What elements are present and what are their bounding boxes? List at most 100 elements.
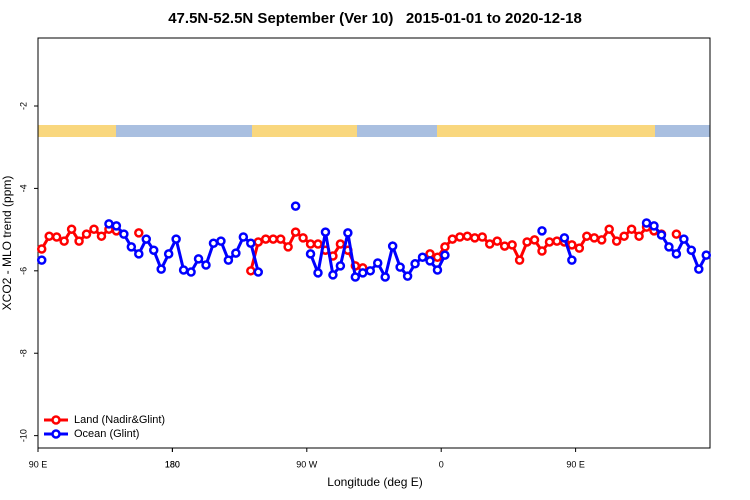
point	[350, 272, 361, 282]
legend-marker	[51, 415, 61, 425]
x-tick-label: 0	[439, 459, 444, 469]
point	[626, 224, 637, 234]
y-tick-label: -4	[18, 184, 28, 192]
point	[104, 219, 114, 229]
x-tick-label: 180	[165, 459, 180, 469]
point	[664, 242, 674, 252]
point	[66, 224, 77, 234]
point	[193, 254, 204, 264]
point	[298, 233, 308, 243]
point	[89, 224, 99, 234]
point	[649, 221, 659, 231]
point	[492, 236, 502, 246]
point	[365, 266, 376, 276]
point	[126, 242, 137, 252]
point	[634, 231, 644, 241]
point	[529, 235, 540, 245]
y-tick-label: -8	[18, 349, 28, 357]
point	[134, 228, 144, 238]
y-tick-label: -2	[18, 102, 28, 110]
point	[51, 232, 62, 242]
point	[156, 264, 166, 274]
point	[701, 250, 712, 260]
point	[201, 260, 211, 270]
point	[335, 261, 346, 271]
point	[582, 231, 592, 241]
point	[537, 226, 547, 236]
y-tick-label: -10	[18, 429, 28, 442]
point	[604, 224, 614, 234]
point	[537, 246, 547, 256]
point	[148, 245, 159, 255]
point	[231, 248, 241, 258]
point	[186, 267, 196, 277]
point	[507, 240, 517, 250]
point	[619, 231, 629, 241]
point	[477, 232, 488, 242]
point	[134, 249, 144, 259]
point	[596, 235, 607, 245]
point	[163, 249, 174, 259]
x-tick-label: 90 W	[296, 459, 318, 469]
point	[671, 249, 682, 259]
point	[36, 255, 47, 265]
point	[253, 237, 264, 247]
point	[694, 264, 704, 274]
point	[275, 234, 286, 244]
x-tick-label: 180	[165, 459, 180, 469]
point	[59, 236, 69, 246]
point	[679, 234, 689, 244]
point	[44, 231, 54, 241]
land-mask	[38, 125, 710, 137]
point	[671, 229, 682, 239]
chart-title: 47.5N-52.5N September (Ver 10) 2015-01-0…	[168, 10, 582, 27]
point	[208, 238, 219, 248]
point	[141, 234, 152, 244]
point	[343, 228, 353, 238]
point	[432, 252, 443, 262]
point	[462, 231, 473, 241]
point	[395, 262, 405, 272]
x-axis-label: Longitude (deg E)	[327, 475, 422, 489]
point	[611, 236, 622, 246]
point	[358, 268, 368, 278]
point	[313, 239, 323, 249]
point	[216, 236, 226, 246]
point	[470, 233, 480, 243]
legend-marker	[51, 429, 61, 439]
point	[305, 239, 316, 249]
point	[290, 201, 301, 211]
point	[440, 250, 450, 260]
point	[686, 245, 697, 255]
point	[283, 242, 293, 252]
point	[432, 265, 443, 275]
point	[313, 268, 323, 278]
point	[589, 233, 600, 243]
point	[81, 229, 92, 239]
point	[552, 236, 562, 246]
point	[246, 238, 256, 248]
point	[447, 234, 458, 244]
point	[290, 227, 301, 237]
point	[74, 236, 84, 246]
point	[253, 267, 264, 277]
point	[268, 234, 278, 244]
point	[656, 230, 667, 240]
point	[567, 240, 577, 250]
series-line	[108, 221, 708, 282]
point	[380, 272, 390, 282]
point	[641, 218, 652, 228]
point	[484, 239, 495, 249]
point	[417, 252, 428, 262]
y-tick-label: -6	[18, 267, 28, 275]
point	[387, 241, 398, 251]
point	[238, 232, 249, 242]
point	[544, 237, 555, 247]
point	[410, 259, 420, 269]
point	[178, 265, 189, 275]
point	[223, 255, 234, 265]
y-axis-label: XCO2 - MLO trend (ppm)	[0, 176, 14, 311]
point	[305, 249, 316, 259]
point	[522, 237, 532, 247]
